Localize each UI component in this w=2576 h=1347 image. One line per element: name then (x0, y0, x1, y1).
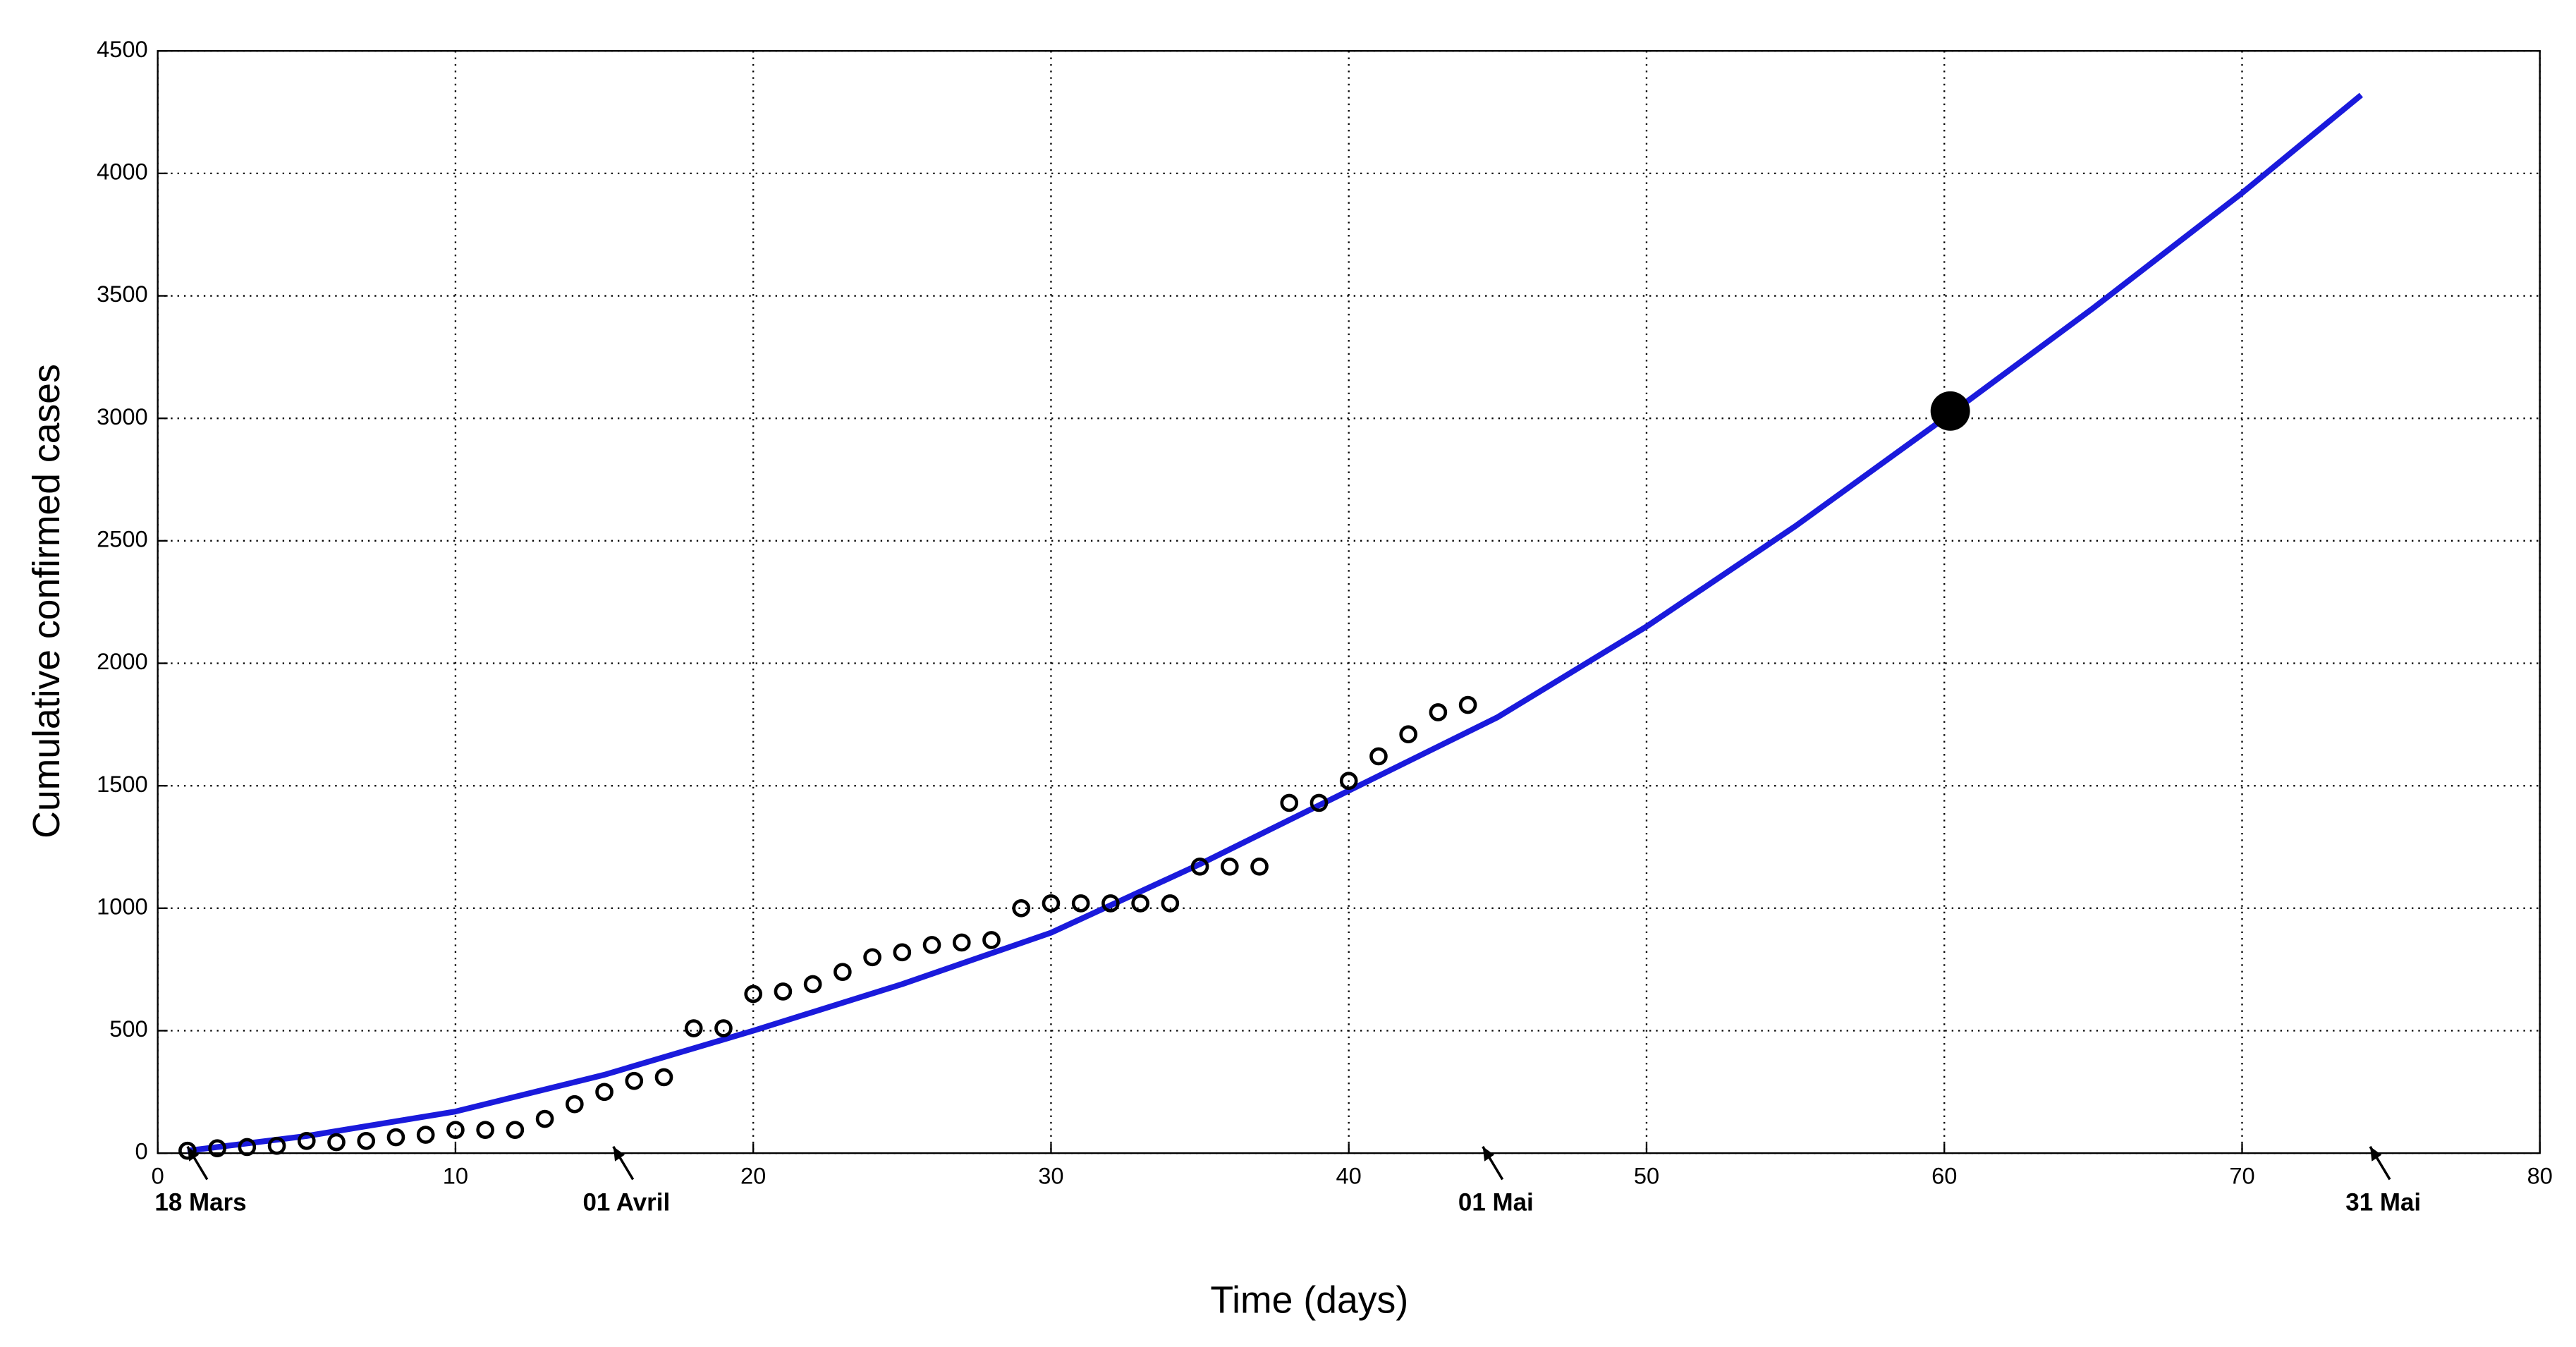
data-point (506, 1121, 525, 1139)
x-tick-label: 40 (1336, 1163, 1362, 1189)
data-point (1012, 899, 1031, 918)
annotation-label: 18 Mars (154, 1189, 246, 1217)
highlight-point (1930, 391, 1970, 431)
data-point (952, 933, 971, 952)
data-point (595, 1083, 614, 1102)
x-tick-label: 80 (2527, 1163, 2553, 1189)
data-point (1429, 703, 1448, 721)
data-point (386, 1128, 405, 1147)
data-point (297, 1131, 316, 1150)
annotation-label: 31 Mai (2345, 1189, 2421, 1217)
data-point (267, 1136, 286, 1155)
x-axis-label: Time (days) (1210, 1279, 1408, 1321)
data-point (208, 1139, 226, 1158)
data-point (357, 1131, 376, 1150)
annotation-label: 01 Avril (583, 1189, 671, 1217)
y-tick-label: 4500 (97, 36, 148, 62)
annotation-label: 01 Mai (1458, 1189, 1534, 1217)
data-point (1339, 772, 1358, 791)
data-point (834, 963, 852, 981)
data-point (1280, 793, 1299, 812)
data-point (1161, 894, 1180, 913)
data-point (416, 1126, 435, 1144)
data-point (893, 943, 912, 962)
y-tick-label: 2000 (97, 648, 148, 674)
data-point (446, 1121, 465, 1139)
data-point (625, 1071, 644, 1090)
data-point (1131, 894, 1149, 913)
data-point (684, 1019, 703, 1037)
plot-frame (157, 50, 2541, 1154)
y-tick-label: 2500 (97, 525, 148, 551)
data-point (327, 1133, 346, 1152)
x-tick-label: 10 (443, 1163, 468, 1189)
y-tick-label: 1000 (97, 893, 148, 919)
data-point (1042, 894, 1061, 913)
x-tick-label: 70 (2229, 1163, 2254, 1189)
data-point (803, 975, 822, 994)
data-point (774, 982, 793, 1001)
data-point (982, 931, 1001, 949)
x-tick-label: 60 (1931, 1163, 1957, 1189)
data-point (238, 1138, 257, 1157)
data-point (535, 1109, 554, 1128)
data-point (1369, 747, 1388, 766)
data-point (863, 948, 881, 967)
data-point (922, 936, 941, 954)
annotation-arrowhead (187, 1146, 200, 1162)
annotation-arrowhead (613, 1146, 625, 1162)
data-point (1310, 793, 1329, 812)
fit-line (187, 92, 2363, 1154)
data-point (476, 1121, 494, 1139)
x-tick-label: 0 (152, 1163, 164, 1189)
data-point (654, 1068, 673, 1087)
data-point (1220, 857, 1239, 876)
data-point (1071, 894, 1090, 913)
data-point (1399, 725, 1417, 744)
y-tick-label: 4000 (97, 158, 148, 184)
data-point (744, 985, 762, 1004)
x-tick-label: 30 (1038, 1163, 1063, 1189)
y-axis-label: Cumulative confirmed cases (26, 364, 68, 839)
data-point (714, 1019, 733, 1037)
data-point (1190, 857, 1209, 876)
data-point (1458, 695, 1477, 714)
y-tick-label: 0 (135, 1138, 148, 1164)
data-point (1101, 894, 1120, 913)
x-tick-label: 50 (1634, 1163, 1659, 1189)
x-tick-label: 20 (740, 1163, 766, 1189)
y-tick-label: 1500 (97, 771, 148, 797)
y-tick-label: 3500 (97, 281, 148, 307)
annotation-arrowhead (1482, 1146, 1495, 1162)
y-tick-label: 3000 (97, 403, 148, 429)
annotation-arrowhead (2370, 1146, 2382, 1162)
data-point (178, 1141, 197, 1160)
data-point (566, 1095, 584, 1114)
y-tick-label: 500 (109, 1016, 147, 1042)
data-point (1250, 857, 1269, 876)
